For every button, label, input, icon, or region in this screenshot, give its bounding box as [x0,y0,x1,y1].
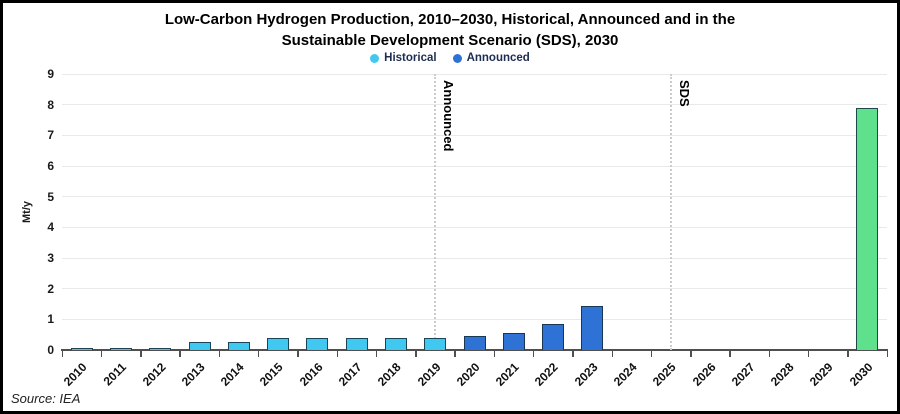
y-tick-label-0: 0 [47,343,54,357]
x-axis-tick [297,351,299,357]
bar-2023 [581,305,604,350]
legend-dot-icon [452,53,462,63]
x-axis-tick [61,351,63,357]
y-tick-label-8: 8 [47,97,54,112]
gridline-y1 [62,318,887,320]
legend-label: Historical [384,52,437,64]
x-tick-label-2022: 2022 [532,360,561,389]
x-tick-label-2028: 2028 [767,360,797,389]
y-tick-label-9: 9 [47,67,54,81]
x-axis-tick [454,351,456,357]
bar-2022 [542,323,565,350]
x-tick-label-2020: 2020 [453,360,483,389]
gridline-y5 [62,196,887,198]
x-axis-tick [690,351,692,357]
y-tick-label-2: 2 [47,281,54,296]
x-axis-tick [257,351,260,357]
bar-2014 [227,342,250,350]
y-tick-label-6: 6 [47,159,54,173]
x-tick-label-2018: 2018 [375,360,404,389]
x-axis-tick [807,351,810,357]
legend-dot-icon [370,53,380,63]
x-tick-label-2023: 2023 [571,360,601,389]
x-tick-label-2012: 2012 [139,360,169,389]
x-tick-label-2019: 2019 [414,360,444,389]
plot-area: Mt/y 2010 2011 2012 2013 2014 2015 2016 2017 201… [21,68,888,389]
chart-title: Low-Carbon Hydrogen Production, 2010–203… [3,9,897,51]
y-tick-label-5: 5 [47,189,54,204]
x-axis-tick [847,351,849,357]
legend-label: Announced [466,52,530,64]
bar-2015 [267,337,290,350]
x-tick-label-2024: 2024 [610,360,640,389]
x-tick-label-2025: 2025 [650,360,679,389]
y-tick-label-7: 7 [47,128,54,143]
bar-2017 [345,337,368,350]
x-axis-tick [100,351,103,357]
bar-2013 [188,342,211,350]
x-axis-line [61,349,888,351]
legend-item-announced: Announced [452,52,530,64]
x-tick-label-2014: 2014 [217,360,247,389]
annotation-line-announced [434,74,437,350]
x-tick-label-2026: 2026 [689,360,719,389]
x-tick-label-2027: 2027 [728,360,758,389]
x-axis-tick [415,351,417,357]
x-axis-tick [729,351,731,357]
x-axis-tick [336,351,338,357]
gridline-y7 [62,134,887,136]
gridline-y8 [62,104,887,106]
x-axis-tick [572,351,574,357]
bar-2011 [109,347,132,350]
annotation-label-announced: Announced [441,80,457,152]
y-tick-label-1: 1 [47,312,54,327]
bar-2010 [70,347,93,350]
x-axis-tick [375,351,378,357]
chart-legend: Historical Announced [3,52,897,64]
chart-title-line1: Low-Carbon Hydrogen Production, 2010–203… [164,11,736,28]
annotation-label-sds: SDS [676,80,692,107]
x-axis-tick [611,351,613,357]
gridline-y3 [62,257,887,259]
x-axis-tick [493,351,496,357]
y-tick-label-3: 3 [47,251,54,265]
x-axis-tick [886,351,888,357]
x-tick-label-2021: 2021 [492,360,522,389]
x-tick-label-2010: 2010 [60,360,90,389]
bar-2018 [384,337,407,350]
annotation-line-sds [669,74,672,350]
gridline-y4 [62,226,887,228]
source-note: Source: IEA [11,391,81,406]
x-axis-tick [140,351,142,357]
bar-2020 [463,336,486,350]
gridline-y9 [62,73,887,75]
gridline-y6 [62,165,887,167]
x-tick-label-2015: 2015 [257,360,286,389]
x-axis-tick [532,351,535,357]
bar-2019 [424,337,447,350]
x-tick-label-2030: 2030 [846,360,876,389]
y-axis-title: Mt/y [21,201,33,223]
gridline-y2 [62,288,887,290]
x-tick-label-2016: 2016 [296,360,326,389]
x-axis-tick [768,351,771,357]
x-axis-tick [218,351,221,357]
chart-title-line2: Sustainable Development Scenario (SDS), … [281,32,619,49]
x-axis-tick [650,351,653,357]
bar-2016 [306,337,329,350]
x-tick-label-2017: 2017 [335,360,365,389]
bar-2021 [502,333,525,350]
y-tick-label-4: 4 [47,220,54,235]
bar-2030 [856,107,879,350]
x-tick-label-2011: 2011 [100,360,129,389]
bar-2012 [149,347,172,350]
legend-item-historical: Historical [370,52,437,64]
x-tick-label-2013: 2013 [178,360,208,389]
x-tick-label-2029: 2029 [807,360,836,389]
x-axis-tick [179,351,181,357]
